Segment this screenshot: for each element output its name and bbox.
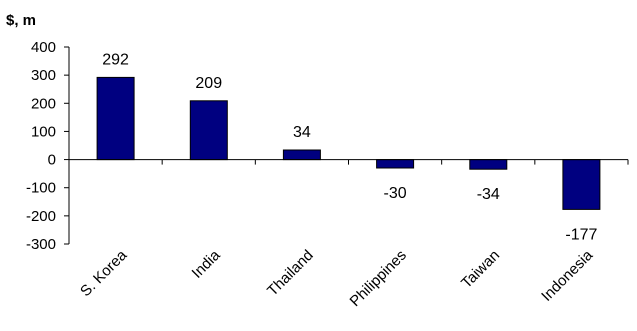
y-tick-label: -100 [26, 180, 56, 197]
bar [469, 159, 508, 170]
bar [562, 159, 601, 210]
data-label: 292 [102, 51, 129, 68]
data-labels: 292 209 34 -30 -34 -177 [102, 51, 597, 243]
y-tick-label: 0 [48, 152, 56, 169]
x-axis: S. Korea India Thailand Philippines Taiwan In… [68, 159, 629, 310]
y-axis-unit-label: $, m [6, 12, 36, 29]
bars [96, 76, 601, 210]
y-tick-label: -200 [26, 208, 56, 225]
x-category-label: Philippines [347, 247, 410, 310]
x-category-label: Thailand [264, 247, 317, 300]
data-label: 34 [293, 124, 311, 141]
data-label: -177 [565, 226, 597, 243]
y-tick-label: 300 [31, 67, 56, 84]
y-tick-label: -300 [26, 236, 56, 253]
x-category-label: India [189, 246, 224, 281]
data-label: 209 [195, 75, 222, 92]
bar [282, 149, 321, 161]
x-category-label: Taiwan [458, 247, 503, 292]
y-tick-label: 200 [31, 95, 56, 112]
x-category-label: Indonesia [538, 246, 596, 304]
x-category-label: S. Korea [77, 246, 131, 300]
data-label: -30 [384, 185, 407, 202]
bar [376, 159, 415, 169]
y-axis: 400 300 200 100 0 -100 -200 -300 [26, 39, 70, 253]
bar [189, 100, 228, 161]
y-tick-label: 400 [31, 39, 56, 56]
data-label: -34 [477, 186, 500, 203]
y-tick-label: 100 [31, 123, 56, 140]
bar [96, 76, 135, 161]
